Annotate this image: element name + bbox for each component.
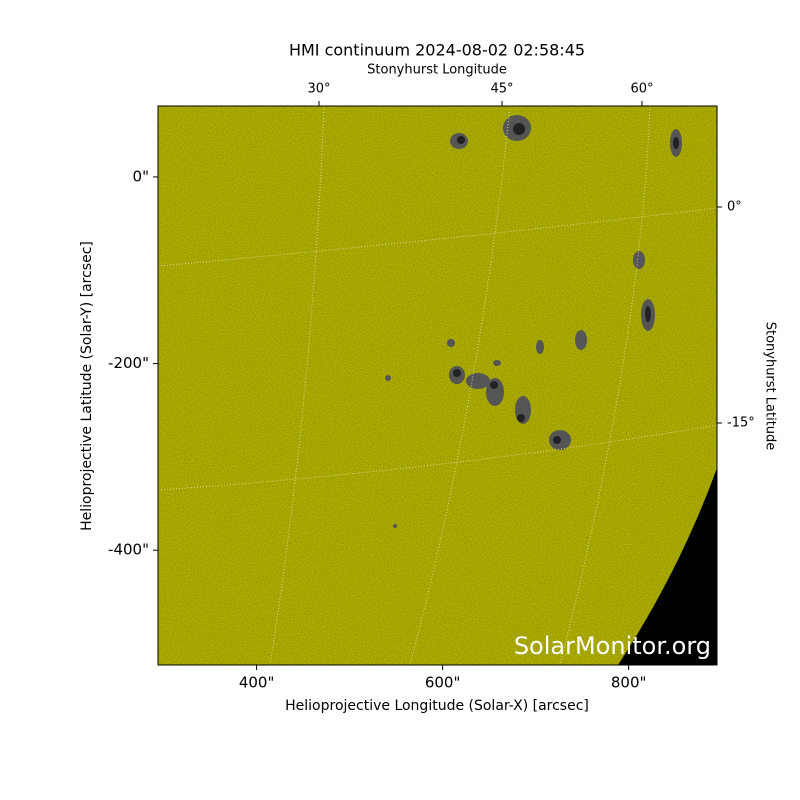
off-limb — [618, 468, 717, 665]
x-tick-label: 400" — [239, 674, 275, 692]
granulation — [158, 106, 717, 665]
solar-image: SolarMonitor.org — [158, 106, 717, 665]
sunspots — [385, 115, 682, 528]
lat-tick-label: 0° — [727, 200, 742, 215]
y-tick-label: 0" — [133, 167, 149, 185]
plot-frame — [157, 105, 718, 666]
lat-tick-label: -15° — [727, 416, 755, 431]
lon-tick-label: 30° — [307, 82, 330, 97]
watermark: SolarMonitor.org — [514, 632, 711, 660]
lon-tick-label: 45° — [490, 82, 513, 97]
coordinate-grid — [158, 106, 717, 665]
right-axis-label: Stonyhurst Latitude — [763, 322, 778, 451]
y-tick-label: -200" — [108, 354, 149, 372]
x-axis-label: Helioprojective Longitude (Solar-X) [arc… — [285, 698, 589, 714]
chart-title: HMI continuum 2024-08-02 02:58:45 — [289, 41, 585, 60]
x-tick-label: 600" — [425, 674, 461, 692]
y-axis-label: Helioprojective Latitude (Solar-Y) [arcs… — [79, 241, 95, 531]
y-tick-label: -400" — [108, 541, 149, 559]
lon-tick-label: 60° — [630, 82, 653, 97]
x-tick-label: 800" — [611, 674, 647, 692]
top-axis-label: Stonyhurst Longitude — [367, 63, 507, 78]
